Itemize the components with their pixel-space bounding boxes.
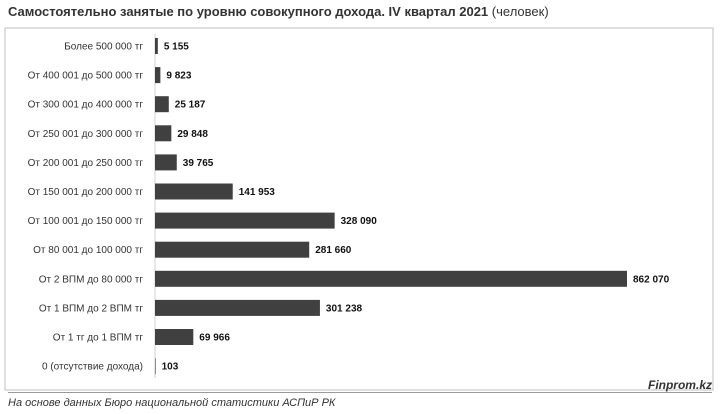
bar (155, 270, 627, 287)
bar (155, 358, 156, 375)
chart-title-unit: (человек) (491, 4, 549, 19)
category-label: Более 500 000 тг (64, 42, 143, 53)
value-label: 25 187 (175, 100, 206, 111)
bar (155, 241, 310, 258)
chart-frame (4, 27, 714, 391)
bar (155, 38, 158, 54)
category-label: От 250 001 до 300 000 тг (28, 129, 144, 140)
brand-logo: Finprom.kz (647, 378, 712, 392)
category-label: От 400 001 до 500 000 тг (28, 71, 144, 82)
bar (155, 212, 335, 229)
chart-title: Самостоятельно занятые по уровню совокуп… (8, 4, 549, 19)
value-label: 281 660 (315, 245, 352, 256)
value-label: 69 966 (199, 333, 230, 344)
bar (155, 154, 177, 171)
value-label: 103 (162, 362, 179, 373)
value-label: 328 090 (341, 216, 378, 227)
category-label: От 200 001 до 250 000 тг (28, 158, 144, 169)
bar (155, 96, 169, 113)
category-label: От 300 001 до 400 000 тг (28, 100, 144, 111)
bar (155, 125, 172, 142)
value-label: 9 823 (166, 71, 191, 82)
category-label: От 100 001 до 150 000 тг (28, 216, 144, 227)
value-label: 29 848 (177, 129, 208, 140)
source-note: На основе данных Бюро национальной стати… (8, 397, 336, 409)
category-label: От 1 тг до 1 ВПМ тг (53, 333, 144, 344)
category-label: От 150 001 до 200 000 тг (28, 187, 144, 198)
value-label: 301 238 (326, 303, 363, 314)
category-label: От 2 ВПМ до 80 000 тг (39, 274, 144, 285)
value-label: 141 953 (239, 187, 276, 198)
chart-title-main: Самостоятельно занятые по уровню совокуп… (8, 4, 489, 19)
footer-divider (8, 392, 712, 393)
value-label: 862 070 (633, 274, 670, 285)
bar (155, 299, 320, 316)
bar (155, 329, 194, 345)
category-label: От 1 ВПМ до 2 ВПМ тг (39, 303, 144, 314)
category-label: От 80 001 до 100 000 тг (33, 245, 143, 256)
bar (155, 183, 233, 200)
value-label: 39 765 (183, 158, 214, 169)
category-label: 0 (отсутствие дохода) (42, 362, 143, 373)
bar (155, 67, 161, 84)
value-label: 5 155 (164, 42, 189, 53)
chart-body: Более 500 000 тг 5 155 От 400 001 до 500 0… (28, 34, 670, 378)
